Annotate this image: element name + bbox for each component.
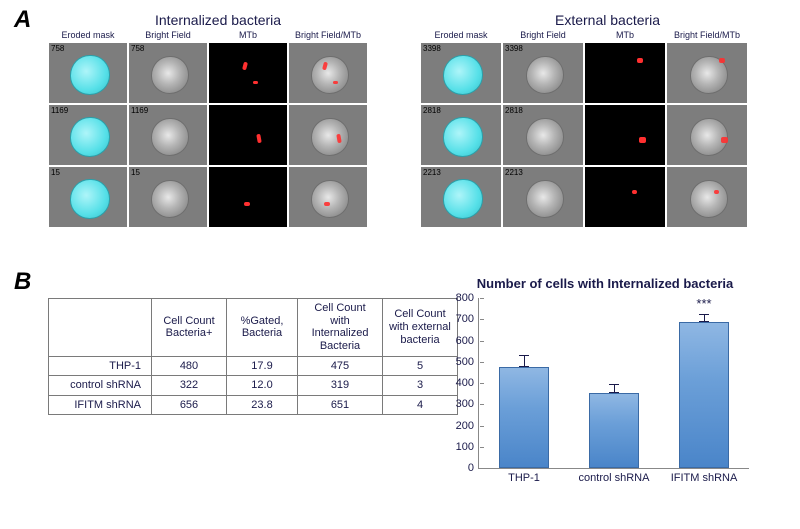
x-category: control shRNA — [579, 472, 650, 484]
y-tick: 100 — [456, 441, 479, 453]
x-category: THP-1 — [508, 472, 540, 484]
microscopy-cell — [666, 166, 748, 228]
microscopy-cell: 15 — [48, 166, 128, 228]
table-cell: 12.0 — [227, 376, 298, 396]
column-header: Eroded mask — [420, 30, 502, 42]
microscopy-cell — [584, 104, 666, 166]
cell-id: 3398 — [505, 44, 523, 53]
table-row-label: IFITM shRNA — [49, 395, 152, 415]
microscopy-cell: 15 — [128, 166, 208, 228]
plot-area: 0100200300400500600700800THP-1control sh… — [478, 298, 749, 469]
microscopy-cell — [288, 104, 368, 166]
microscopy-grid-internalized: Eroded maskBright FieldMTbBright Field/M… — [48, 30, 368, 228]
cell-id: 2818 — [423, 106, 441, 115]
cell-id: 1169 — [51, 106, 68, 115]
microscopy-cell: 2213 — [420, 166, 502, 228]
microscopy-cell — [584, 166, 666, 228]
microscopy-cell: 2818 — [420, 104, 502, 166]
internalized-title: Internalized bacteria — [155, 12, 281, 28]
table-cell: 322 — [152, 376, 227, 396]
y-tick: 200 — [456, 420, 479, 432]
cell-id: 1169 — [131, 106, 148, 115]
column-header: Bright Field — [502, 30, 584, 42]
cell-id: 2213 — [505, 168, 523, 177]
data-table: Cell Count Bacteria+%Gated, BacteriaCell… — [48, 298, 458, 415]
column-header: Bright Field — [128, 30, 208, 42]
table-row-label: control shRNA — [49, 376, 152, 396]
column-header: Eroded mask — [48, 30, 128, 42]
table-header: Cell Count with Internalized Bacteria — [298, 299, 383, 357]
y-tick: 0 — [468, 462, 479, 474]
table-cell: 475 — [298, 356, 383, 376]
cell-id: 758 — [51, 44, 64, 53]
table-row-label: THP-1 — [49, 356, 152, 376]
y-tick: 600 — [456, 335, 479, 347]
table-cell: 17.9 — [227, 356, 298, 376]
microscopy-cell: 2818 — [502, 104, 584, 166]
cell-id: 3398 — [423, 44, 441, 53]
panel-label-a: A — [14, 6, 31, 34]
table-header: Cell Count Bacteria+ — [152, 299, 227, 357]
microscopy-cell: 758 — [48, 42, 128, 104]
x-category: IFITM shRNA — [671, 472, 738, 484]
microscopy-cell — [666, 42, 748, 104]
microscopy-cell — [288, 166, 368, 228]
column-header: Bright Field/MTb — [288, 30, 368, 42]
microscopy-cell — [288, 42, 368, 104]
cell-id: 2818 — [505, 106, 523, 115]
microscopy-cell — [208, 166, 288, 228]
y-tick: 300 — [456, 398, 479, 410]
table-cell: 23.8 — [227, 395, 298, 415]
y-tick: 500 — [456, 356, 479, 368]
microscopy-cell: 758 — [128, 42, 208, 104]
table-header — [49, 299, 152, 357]
y-tick: 800 — [456, 292, 479, 304]
y-tick: 400 — [456, 377, 479, 389]
table-header: %Gated, Bacteria — [227, 299, 298, 357]
table-cell: 651 — [298, 395, 383, 415]
cell-id: 758 — [131, 44, 144, 53]
cell-id: 15 — [131, 168, 140, 177]
microscopy-cell: 3398 — [420, 42, 502, 104]
microscopy-cell: 3398 — [502, 42, 584, 104]
microscopy-grid-external: Eroded maskBright FieldMTbBright Field/M… — [420, 30, 748, 228]
cell-id: 15 — [51, 168, 60, 177]
panel-label-b: B — [14, 268, 31, 296]
bar — [499, 367, 549, 468]
table-cell: 480 — [152, 356, 227, 376]
bar — [589, 393, 639, 468]
microscopy-cell — [208, 42, 288, 104]
y-tick: 700 — [456, 313, 479, 325]
microscopy-cell: 1169 — [48, 104, 128, 166]
bar-chart: Number of cells with Internalized bacter… — [440, 276, 770, 511]
column-header: MTb — [208, 30, 288, 42]
column-header: MTb — [584, 30, 666, 42]
microscopy-cell — [584, 42, 666, 104]
microscopy-cell — [208, 104, 288, 166]
table-cell: 656 — [152, 395, 227, 415]
microscopy-cell: 2213 — [502, 166, 584, 228]
microscopy-cell — [666, 104, 748, 166]
microscopy-cell: 1169 — [128, 104, 208, 166]
significance-marker: *** — [696, 296, 711, 311]
column-header: Bright Field/MTb — [666, 30, 748, 42]
table-cell: 319 — [298, 376, 383, 396]
cell-id: 2213 — [423, 168, 441, 177]
external-title: External bacteria — [555, 12, 660, 28]
chart-title: Number of cells with Internalized bacter… — [440, 276, 770, 291]
bar — [679, 322, 729, 468]
